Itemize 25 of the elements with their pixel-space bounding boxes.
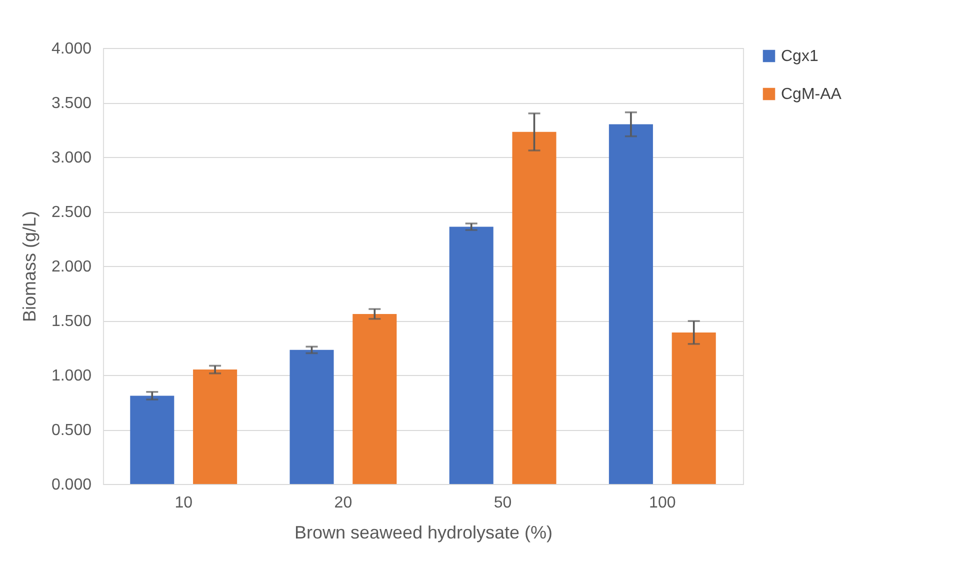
y-tick-label: 1.500 bbox=[51, 313, 92, 330]
legend-label: Cgx1 bbox=[781, 48, 818, 65]
y-tick-label: 0.000 bbox=[51, 476, 92, 494]
y-axis-title: Biomass (g/L) bbox=[19, 210, 40, 322]
x-tick-label: 20 bbox=[334, 494, 352, 512]
x-tick-label: 50 bbox=[494, 494, 512, 512]
legend-label: CgM-AA bbox=[781, 86, 842, 103]
y-tick-label: 1.000 bbox=[51, 368, 92, 384]
bar bbox=[193, 370, 238, 484]
y-tick-label: 2.000 bbox=[51, 258, 92, 276]
bar bbox=[608, 124, 653, 484]
bar bbox=[290, 350, 334, 484]
bar bbox=[130, 396, 174, 484]
bar bbox=[512, 132, 556, 484]
y-tick-label: 3.500 bbox=[51, 95, 92, 112]
bar bbox=[449, 226, 494, 484]
x-tick-label: 100 bbox=[649, 494, 676, 512]
x-tick-label: 10 bbox=[174, 494, 193, 512]
bar bbox=[352, 314, 397, 484]
bar bbox=[672, 332, 716, 484]
y-tick-label: 2.500 bbox=[51, 204, 92, 221]
y-tick-label: 0.500 bbox=[51, 422, 92, 439]
y-tick-label: 3.000 bbox=[51, 150, 92, 166]
y-tick-label: 4.000 bbox=[51, 40, 92, 58]
x-axis-title: Brown seaweed hydrolysate (%) bbox=[294, 522, 553, 542]
